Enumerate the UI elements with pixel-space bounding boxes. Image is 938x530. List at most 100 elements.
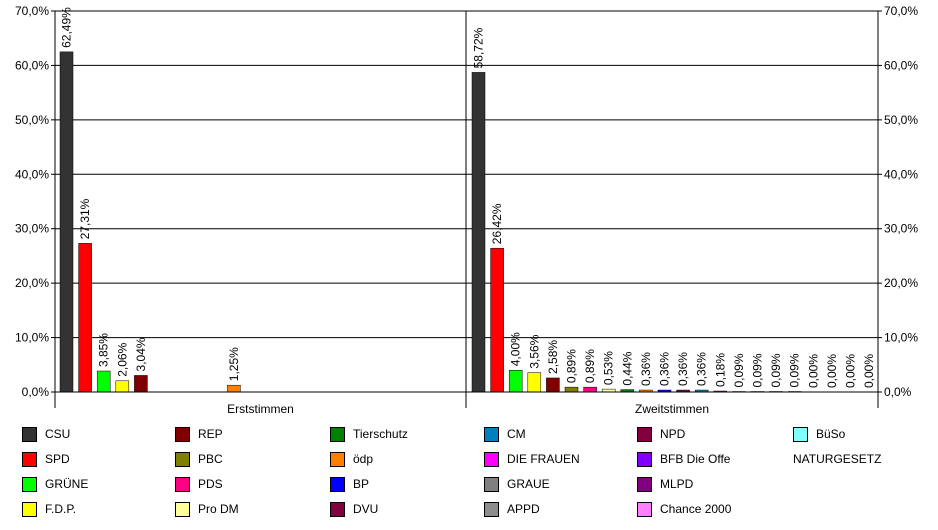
data-label: 0,36% xyxy=(676,352,690,386)
y-tick-label-left: 30,0% xyxy=(15,222,49,236)
legend-swatch xyxy=(22,426,37,442)
legend-label: PDS xyxy=(198,477,223,491)
y-tick-label-right: 50,0% xyxy=(884,113,918,127)
data-label: 0,89% xyxy=(583,349,597,383)
bar-erststimmen-f-d-p- xyxy=(115,380,130,393)
legend-item: CSU xyxy=(22,425,70,443)
legend-item: BFB Die Offe xyxy=(637,450,730,468)
bar-erststimmen-csu xyxy=(59,51,74,393)
data-label: 4,00% xyxy=(509,332,523,366)
legend-label: REP xyxy=(198,427,223,441)
legend-item: BüSo xyxy=(793,425,845,443)
legend-item: MLPD xyxy=(637,475,693,493)
data-label: 0,00% xyxy=(862,354,876,388)
data-label: 62,49% xyxy=(60,7,74,48)
legend-item: DVU xyxy=(330,500,378,518)
data-label: 1,25% xyxy=(227,347,241,381)
legend-label: Pro DM xyxy=(198,502,239,516)
legend-label: F.D.P. xyxy=(45,502,77,516)
legend-swatch xyxy=(484,501,499,517)
legend-swatch xyxy=(330,451,345,467)
legend-item: NATURGESETZ xyxy=(793,450,881,468)
legend-swatch xyxy=(330,426,345,442)
bar-zweitstimmen-f-d-p- xyxy=(527,372,542,393)
legend-label: BFB Die Offe xyxy=(660,452,731,466)
legend-label: SPD xyxy=(45,452,70,466)
y-tick-label-right: 40,0% xyxy=(884,167,918,181)
legend-swatch xyxy=(175,476,190,492)
legend-label: CSU xyxy=(45,427,71,441)
legend-item: Tierschutz xyxy=(330,425,408,443)
legend-swatch xyxy=(22,476,37,492)
data-label: 0,36% xyxy=(639,352,653,386)
legend-item: REP xyxy=(175,425,223,443)
legend-swatch xyxy=(793,426,808,442)
data-label: 0,09% xyxy=(732,353,746,387)
legend-item: GRAUE xyxy=(484,475,550,493)
y-tick-label-right: 20,0% xyxy=(884,276,918,290)
legend-swatch xyxy=(637,426,652,442)
data-labels: 62,49% 27,31% 3,85% 2,06% 3,04% 1,25% 58,72% 26… xyxy=(60,7,877,388)
bar-zweitstimmen-spd xyxy=(490,247,504,393)
legend-item: CM xyxy=(484,425,526,443)
legend-item: NPD xyxy=(637,425,685,443)
y-tick-label-left: 0,0% xyxy=(22,385,50,399)
data-label: 0,53% xyxy=(602,351,616,385)
legend-swatch xyxy=(22,501,37,517)
data-label: 2,58% xyxy=(546,340,560,374)
bars xyxy=(59,51,802,393)
legend-label: MLPD xyxy=(660,477,694,491)
data-label: 26,42% xyxy=(490,203,504,244)
legend-item: PBC xyxy=(175,450,223,468)
legend-label: GRAUE xyxy=(507,477,550,491)
legend-swatch xyxy=(330,501,345,517)
y-tick-label-right: 30,0% xyxy=(884,222,918,236)
chart-plot: 62,49% 27,31% 3,85% 2,06% 3,04% 1,25% 58,72% 26… xyxy=(15,4,918,416)
legend-label: DVU xyxy=(353,502,379,516)
axes: 0,0% 0,0% 10,0% 10,0% 20,0% 20,0% 30,0% 30,0% 40… xyxy=(15,4,918,416)
legend-label: Tierschutz xyxy=(353,427,408,441)
data-label: 3,04% xyxy=(134,337,148,371)
legend-swatch xyxy=(175,501,190,517)
y-tick-label-left: 70,0% xyxy=(15,4,49,18)
legend-item: F.D.P. xyxy=(22,500,76,518)
x-category-label: Erststimmen xyxy=(227,402,294,416)
y-tick-label-left: 20,0% xyxy=(15,276,49,290)
legend-swatch xyxy=(637,476,652,492)
legend-item: BP xyxy=(330,475,369,493)
legend-label: NATURGESETZ xyxy=(793,452,882,466)
legend-swatch xyxy=(22,451,37,467)
legend-label: NPD xyxy=(660,427,686,441)
legend-swatch xyxy=(484,451,499,467)
legend-label: Chance 2000 xyxy=(660,502,732,516)
y-tick-label-right: 10,0% xyxy=(884,331,918,345)
legend-swatch xyxy=(175,426,190,442)
y-tick-label-left: 10,0% xyxy=(15,331,49,345)
bar-erststimmen-rep xyxy=(134,375,148,393)
legend-label: DIE FRAUEN xyxy=(507,452,580,466)
legend-item: SPD xyxy=(22,450,70,468)
y-tick-label-left: 40,0% xyxy=(15,167,49,181)
y-tick-label-right: 0,0% xyxy=(884,385,912,399)
data-label: 0,09% xyxy=(769,353,783,387)
bar-zweitstimmen-grüne xyxy=(508,369,523,393)
data-label: 0,00% xyxy=(806,354,820,388)
data-label: 0,00% xyxy=(844,354,858,388)
legend-label: GRÜNE xyxy=(45,477,89,491)
legend-item: Chance 2000 xyxy=(637,500,731,518)
bar-erststimmen-grüne xyxy=(96,370,111,393)
legend-label: CM xyxy=(507,427,526,441)
data-label: 0,44% xyxy=(620,351,634,385)
data-label: 0,09% xyxy=(788,353,802,387)
bar-zweitstimmen-pbc xyxy=(564,386,579,393)
legend-label: ödp xyxy=(353,452,374,466)
legend-item: PDS xyxy=(175,475,223,493)
data-label: 58,72% xyxy=(472,27,486,68)
bar-erststimmen-spd xyxy=(78,243,92,393)
data-label: 0,18% xyxy=(713,353,727,387)
legend-label: BP xyxy=(353,477,370,491)
y-tick-label-left: 60,0% xyxy=(15,58,49,72)
legend-label: PBC xyxy=(198,452,223,466)
y-tick-label-left: 50,0% xyxy=(15,113,49,127)
